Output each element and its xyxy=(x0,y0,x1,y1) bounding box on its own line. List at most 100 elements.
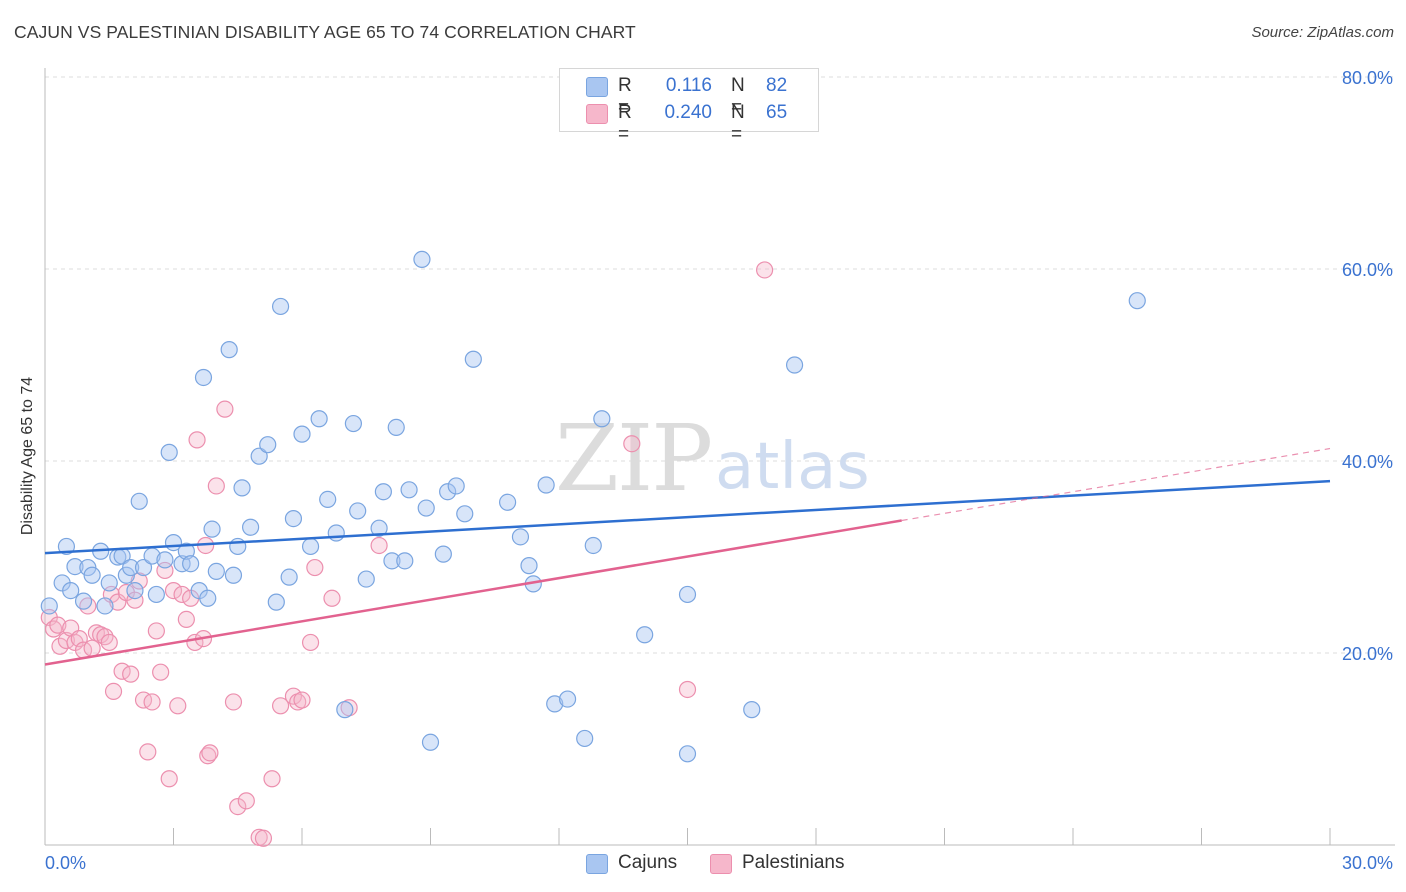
cajuns-point xyxy=(413,250,431,268)
cajuns-point xyxy=(220,341,238,359)
cajuns-point xyxy=(439,483,457,501)
n-value: 82 xyxy=(766,75,788,96)
cajuns-point xyxy=(74,592,93,610)
cajuns-points xyxy=(40,250,1146,763)
palestinians-point xyxy=(207,477,225,495)
cajuns-point xyxy=(387,418,405,436)
y-tick-labels: 20.0% 40.0% 60.0% 80.0% xyxy=(1342,68,1393,664)
cajuns-point xyxy=(593,410,611,428)
cajuns-point xyxy=(83,566,101,584)
cajuns-point xyxy=(199,589,217,607)
cajuns-point xyxy=(100,574,118,592)
axes xyxy=(44,68,1395,846)
palestinians-point xyxy=(678,680,697,699)
palestinians-point xyxy=(109,593,127,611)
x-tick-label: 0.0% xyxy=(45,853,86,873)
r-value: 0.116 xyxy=(665,75,712,96)
legend-label-cajuns: Cajuns xyxy=(618,852,678,873)
cajuns-swatch xyxy=(586,77,608,97)
x-tick-labels: 0.0% 30.0% xyxy=(45,853,1393,873)
palestinians-point xyxy=(224,693,243,711)
cajuns-point xyxy=(434,545,452,563)
cajuns-point xyxy=(62,581,80,600)
r-value: 0.240 xyxy=(664,102,712,123)
palestinians-point xyxy=(199,747,217,765)
palestinians-point xyxy=(201,744,219,762)
cajuns-point xyxy=(349,502,367,520)
chart-title: CAJUN VS PALESTINIAN DISABILITY AGE 65 T… xyxy=(14,22,636,42)
cajuns-point xyxy=(122,558,140,577)
cajuns-point xyxy=(396,552,414,570)
cajuns-point xyxy=(636,626,654,644)
cajuns-point xyxy=(743,701,761,719)
palestinians-point xyxy=(100,633,118,652)
palestinians-point xyxy=(623,435,641,453)
cajuns-point xyxy=(126,581,144,600)
legend-label-palestinians: Palestinians xyxy=(742,852,845,873)
cajuns-point xyxy=(520,557,538,575)
palestinians-point xyxy=(177,610,195,629)
cajuns-point xyxy=(357,570,375,588)
cajuns-point xyxy=(40,597,58,615)
n-label: N = xyxy=(731,75,745,118)
palestinians-point xyxy=(237,792,255,810)
palestinians-point xyxy=(169,697,187,715)
cajuns-point xyxy=(96,597,114,615)
source-label: Source: ZipAtlas.com xyxy=(1251,24,1394,41)
cajuns-point xyxy=(284,509,303,528)
palestinians-swatch xyxy=(710,854,732,874)
cajuns-point xyxy=(785,356,804,374)
cajuns-point xyxy=(584,536,602,555)
cajuns-point xyxy=(319,490,337,508)
watermark-zip: ZIP xyxy=(555,405,711,512)
cajuns-point xyxy=(447,477,465,495)
cajuns-point xyxy=(546,695,564,713)
palestinians-point xyxy=(147,622,165,640)
palestinians-point xyxy=(188,431,206,449)
palestinians-point xyxy=(49,616,67,634)
palestinians-point xyxy=(755,261,774,279)
cajuns-point xyxy=(280,568,298,586)
palestinians-point xyxy=(301,633,320,652)
cajuns-point xyxy=(194,368,213,387)
cajuns-point xyxy=(182,555,200,573)
cajuns-point xyxy=(576,729,594,748)
n-label: N = xyxy=(731,102,745,145)
y-axis-title: Disability Age 65 to 74 xyxy=(19,376,36,536)
cajuns-point xyxy=(156,551,174,569)
cajuns-point xyxy=(374,483,392,501)
cajuns-point xyxy=(233,479,251,497)
cajuns-point xyxy=(537,476,555,494)
palestinians-point xyxy=(122,665,140,683)
cajuns-point xyxy=(259,436,277,454)
cajuns-point xyxy=(336,701,354,719)
r-label: R = xyxy=(618,75,632,118)
r-label: R = xyxy=(618,102,632,145)
cajuns-point xyxy=(456,505,474,523)
palestinians-point xyxy=(216,400,234,418)
cajuns-point xyxy=(224,566,243,584)
palestinians-point xyxy=(306,558,324,577)
n-value: 65 xyxy=(766,102,788,123)
palestinians-swatch xyxy=(586,104,608,124)
y-tick-label: 60.0% xyxy=(1342,260,1393,280)
palestinians-point xyxy=(173,585,191,604)
cajuns-point xyxy=(558,690,577,708)
palestinians-point xyxy=(104,682,123,701)
palestinians-point xyxy=(164,581,183,600)
y-tick-label: 40.0% xyxy=(1342,452,1393,472)
palestinians-point xyxy=(143,693,161,711)
palestinians-point xyxy=(126,591,144,609)
cajuns-point xyxy=(1128,292,1146,310)
palestinians-point xyxy=(271,697,290,715)
cajuns-point xyxy=(400,481,418,499)
cajuns-point xyxy=(160,443,178,461)
grid-lines xyxy=(45,76,1395,654)
y-tick-label: 20.0% xyxy=(1342,644,1393,664)
palestinians-point xyxy=(160,770,178,788)
palestinians-point xyxy=(263,770,281,788)
cajuns-point xyxy=(271,297,290,316)
cajuns-point xyxy=(134,558,153,577)
watermark: ZIP atlas xyxy=(555,405,870,512)
